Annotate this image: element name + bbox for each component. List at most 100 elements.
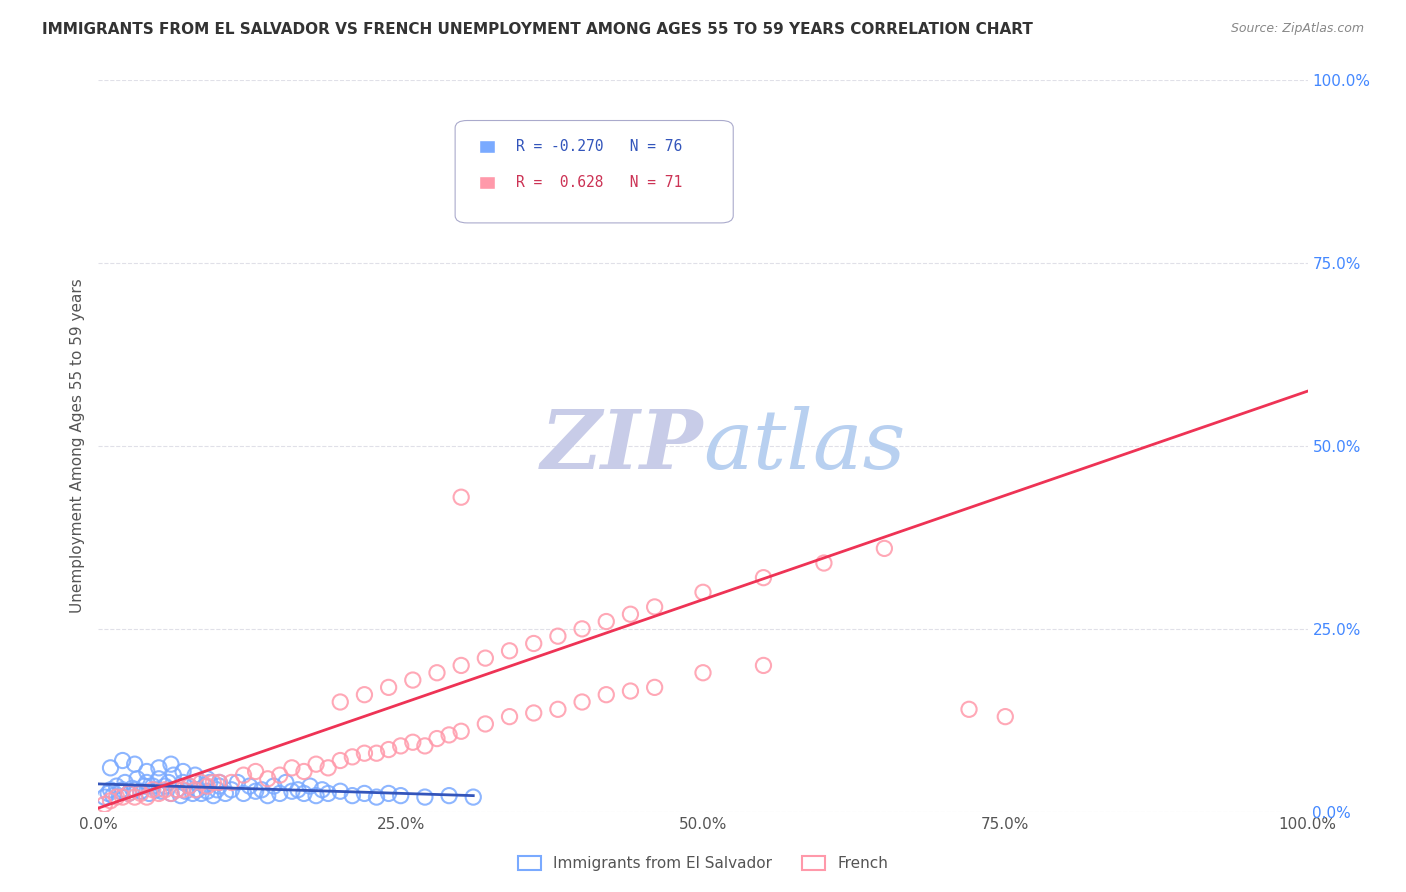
Legend: Immigrants from El Salvador, French: Immigrants from El Salvador, French bbox=[512, 850, 894, 877]
Point bbox=[160, 787, 183, 801]
Point bbox=[245, 764, 267, 779]
Point bbox=[305, 789, 328, 803]
Point bbox=[181, 787, 204, 801]
Point bbox=[111, 754, 134, 768]
Point bbox=[450, 658, 472, 673]
Point bbox=[245, 784, 267, 798]
Point bbox=[256, 772, 278, 786]
Point bbox=[195, 779, 218, 793]
Point bbox=[135, 790, 157, 805]
Point bbox=[127, 772, 149, 786]
Point bbox=[305, 757, 328, 772]
Point bbox=[595, 688, 617, 702]
Point bbox=[269, 768, 291, 782]
Point bbox=[250, 782, 273, 797]
Point bbox=[179, 779, 201, 793]
Point bbox=[221, 775, 243, 789]
Point bbox=[366, 746, 388, 760]
Point bbox=[184, 768, 207, 782]
Point bbox=[619, 684, 641, 698]
Point bbox=[157, 775, 180, 789]
Point bbox=[166, 782, 188, 797]
Point bbox=[129, 787, 152, 801]
Point bbox=[426, 665, 449, 680]
Point bbox=[813, 556, 835, 570]
Point bbox=[287, 782, 309, 797]
Point bbox=[498, 644, 520, 658]
Point bbox=[162, 768, 184, 782]
Point bbox=[195, 784, 218, 798]
Point bbox=[101, 789, 124, 803]
Point bbox=[121, 781, 143, 796]
Point bbox=[644, 599, 666, 614]
Text: IMMIGRANTS FROM EL SALVADOR VS FRENCH UNEMPLOYMENT AMONG AGES 55 TO 59 YEARS COR: IMMIGRANTS FROM EL SALVADOR VS FRENCH UN… bbox=[42, 22, 1033, 37]
Point bbox=[274, 775, 297, 789]
Point bbox=[208, 779, 231, 793]
Point bbox=[402, 673, 425, 687]
Point bbox=[153, 782, 176, 797]
Point bbox=[413, 790, 436, 805]
Point bbox=[135, 775, 157, 789]
Point bbox=[174, 784, 197, 798]
Point bbox=[752, 571, 775, 585]
Point bbox=[142, 782, 165, 797]
Point bbox=[195, 772, 218, 786]
Point bbox=[342, 789, 364, 803]
Point bbox=[426, 731, 449, 746]
Point bbox=[190, 787, 212, 801]
Point bbox=[239, 779, 262, 793]
Point bbox=[208, 775, 231, 789]
Point bbox=[118, 787, 141, 801]
Point bbox=[129, 784, 152, 798]
Point bbox=[179, 779, 201, 793]
Point bbox=[111, 790, 134, 805]
Point bbox=[148, 761, 170, 775]
Point bbox=[232, 768, 254, 782]
Point bbox=[644, 681, 666, 695]
Point bbox=[187, 782, 209, 797]
Point bbox=[111, 782, 134, 797]
Point bbox=[124, 790, 146, 805]
Point bbox=[474, 717, 496, 731]
Point bbox=[100, 782, 122, 797]
Text: Source: ZipAtlas.com: Source: ZipAtlas.com bbox=[1230, 22, 1364, 36]
Point bbox=[105, 790, 128, 805]
Point bbox=[437, 789, 460, 803]
Point bbox=[389, 789, 412, 803]
Point bbox=[523, 636, 546, 650]
Point bbox=[281, 784, 304, 798]
Point bbox=[100, 761, 122, 775]
Point bbox=[124, 757, 146, 772]
Point bbox=[124, 782, 146, 797]
Point bbox=[994, 709, 1017, 723]
Point bbox=[873, 541, 896, 556]
Point bbox=[353, 746, 375, 760]
Point bbox=[389, 739, 412, 753]
Point bbox=[281, 761, 304, 775]
Point bbox=[205, 782, 228, 797]
Point bbox=[377, 787, 399, 801]
Point bbox=[184, 782, 207, 797]
Point bbox=[202, 775, 225, 789]
Point bbox=[138, 787, 160, 801]
Point bbox=[148, 772, 170, 786]
Point bbox=[226, 775, 249, 789]
Point bbox=[134, 779, 156, 793]
Point bbox=[692, 585, 714, 599]
Point bbox=[450, 724, 472, 739]
Point bbox=[142, 779, 165, 793]
Text: R =  0.628   N = 71: R = 0.628 N = 71 bbox=[516, 175, 682, 190]
Point bbox=[571, 622, 593, 636]
Point bbox=[571, 695, 593, 709]
Point bbox=[214, 787, 236, 801]
Point bbox=[269, 787, 291, 801]
Point bbox=[329, 784, 352, 798]
Point bbox=[172, 764, 194, 779]
Point bbox=[377, 681, 399, 695]
Point bbox=[353, 787, 375, 801]
Point bbox=[190, 775, 212, 789]
Point bbox=[166, 782, 188, 797]
Point bbox=[329, 695, 352, 709]
Point bbox=[160, 757, 183, 772]
Point bbox=[619, 607, 641, 622]
